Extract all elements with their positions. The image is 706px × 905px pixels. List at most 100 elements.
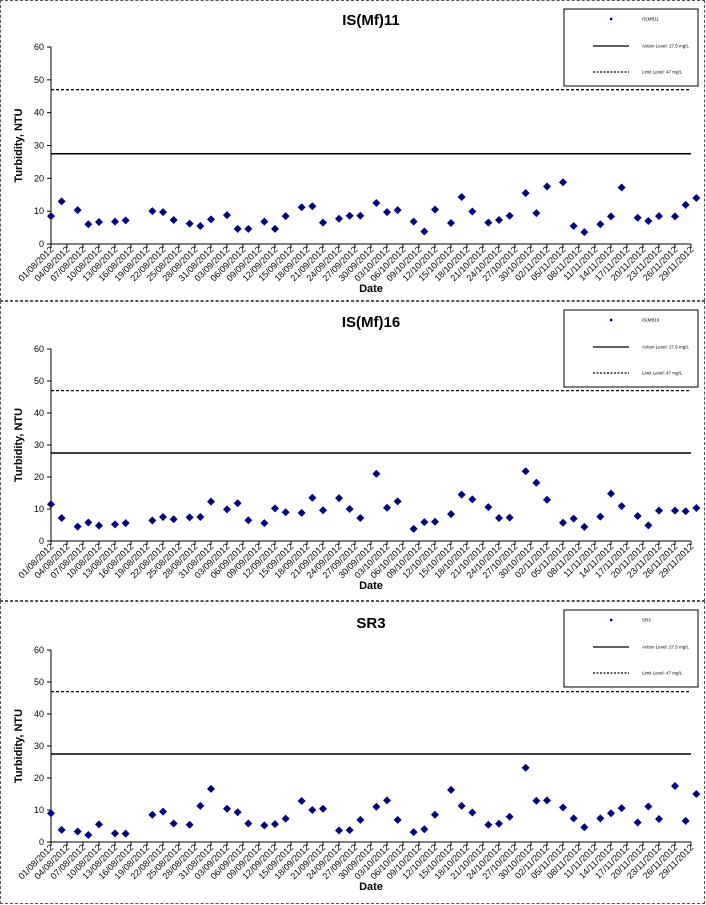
data-point (580, 228, 589, 237)
data-point (244, 819, 253, 828)
data-point (633, 213, 642, 222)
data-point (505, 812, 514, 821)
data-point (420, 518, 429, 527)
data-point (121, 519, 130, 528)
data-point (671, 506, 679, 515)
y-tick-label: 50 (34, 677, 44, 687)
data-point (393, 206, 402, 215)
legend-entry: Action Level: 27.5 mg/L (642, 345, 690, 350)
data-point (95, 521, 103, 530)
data-point (559, 518, 567, 527)
data-point (244, 224, 253, 233)
y-tick-label: 50 (34, 376, 44, 386)
chart-panel-1: IS(Mf)11 0 10 20 30 40 50 60 Turbidity, NTU 01/08… (0, 0, 705, 301)
data-point (281, 212, 290, 221)
data-point (57, 825, 66, 834)
y-axis-label: Turbidity, NTU (13, 709, 25, 783)
data-point (495, 513, 503, 522)
y-tick-label: 50 (34, 75, 44, 85)
data-point (692, 194, 701, 203)
data-point (532, 478, 541, 487)
data-point (468, 207, 477, 216)
data-point (655, 814, 663, 823)
data-point (335, 494, 343, 503)
data-point (457, 801, 466, 810)
data-point (57, 197, 66, 206)
data-point (148, 516, 157, 525)
data-point (148, 207, 157, 216)
chart-panel-2: IS(Mf)16 0 10 20 30 40 50 60 Turbidity, NTU 01/08… (0, 301, 705, 601)
data-point (569, 221, 578, 230)
data-point (681, 816, 690, 825)
data-point (297, 797, 306, 806)
data-point (281, 508, 290, 517)
chart-title: IS(Mf)11 (342, 12, 400, 29)
chart-title: IS(Mf)16 (342, 314, 400, 331)
data-point (559, 178, 567, 187)
legend-box (563, 609, 699, 688)
data-point (308, 806, 317, 814)
data-point (596, 814, 605, 823)
y-tick-label: 30 (34, 741, 44, 751)
data-point (271, 820, 279, 829)
y-axis-label: Turbidity, NTU (13, 108, 25, 182)
data-point (644, 521, 653, 530)
data-point (505, 211, 514, 220)
x-axis-label: Date (359, 881, 383, 893)
data-point (207, 497, 215, 506)
data-point (617, 183, 626, 192)
data-point (671, 782, 679, 790)
data-point (308, 493, 317, 502)
data-point (111, 829, 119, 838)
data-point (207, 215, 215, 224)
data-point (185, 820, 194, 829)
data-point (543, 182, 551, 191)
data-point (596, 512, 605, 521)
data-point (617, 502, 626, 511)
data-point (692, 790, 701, 798)
data-point (521, 189, 530, 198)
data-point (569, 514, 578, 523)
data-point (73, 522, 82, 531)
data-point (383, 503, 391, 512)
data-point (484, 218, 493, 227)
data-point (297, 203, 306, 212)
legend-entry: Limit Level: 47 mg/L (642, 70, 683, 75)
data-point (297, 508, 306, 517)
y-tick-label: 10 (34, 504, 44, 514)
y-tick-label: 10 (34, 206, 44, 216)
data-point (633, 512, 642, 521)
legend-entry: Limit Level: 47 mg/L (642, 671, 683, 676)
data-point (580, 522, 589, 531)
data-point (681, 507, 690, 516)
legend-marker (610, 618, 613, 622)
data-point (308, 202, 317, 211)
data-point (121, 829, 130, 838)
data-point (73, 206, 82, 215)
data-point (607, 489, 615, 498)
data-point (356, 513, 365, 522)
y-tick-label: 60 (34, 42, 44, 52)
y-tick-label: 40 (34, 709, 44, 719)
data-point (84, 220, 93, 229)
data-point (159, 208, 167, 217)
data-point (468, 495, 477, 504)
data-point (345, 826, 354, 835)
data-point (233, 808, 242, 817)
data-point (233, 224, 242, 233)
data-point (655, 506, 663, 515)
data-point (617, 804, 626, 813)
legend-entry: Action Level: 27.5 mg/L (642, 645, 690, 650)
y-tick-label: 20 (34, 472, 44, 482)
data-point (356, 211, 365, 220)
data-point (169, 819, 178, 828)
data-point (319, 804, 327, 813)
legend-entry: IS(Mf)16 (642, 318, 660, 323)
data-point (521, 763, 530, 772)
data-point (447, 510, 455, 519)
data-point (495, 819, 503, 828)
data-point (447, 785, 455, 794)
data-point (345, 505, 354, 513)
